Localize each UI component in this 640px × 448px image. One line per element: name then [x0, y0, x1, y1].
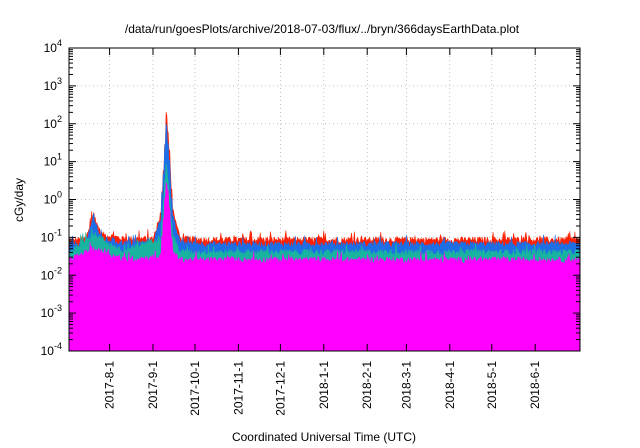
y-axis-label: cGy/day — [12, 178, 26, 222]
y-tick-label: 103 — [44, 76, 62, 93]
x-tick-label: 2017-12-1 — [273, 361, 287, 416]
x-tick-label: 2018-4-1 — [443, 361, 457, 409]
x-tick-label: 2018-6-1 — [528, 361, 542, 409]
y-tick-label: 101 — [44, 152, 62, 169]
x-tick-label: 2018-1-1 — [317, 361, 331, 409]
y-tick-label: 104 — [44, 38, 62, 55]
y-tick-label: 10-2 — [41, 265, 62, 282]
x-tick-label: 2018-3-1 — [399, 361, 413, 409]
x-tick-label: 2017-10-1 — [188, 361, 202, 416]
chart-title: /data/run/goesPlots/archive/2018-07-03/f… — [125, 22, 520, 36]
series-area-4 — [68, 182, 581, 352]
x-tick-label: 2017-8-1 — [103, 361, 117, 409]
axes: 10-4 10-3 10-2 10-1 100 101 102 103 104 2017-8-1 2… — [41, 38, 580, 416]
series-layer — [68, 112, 581, 352]
x-tick-label: 2018-2-1 — [360, 361, 374, 409]
y-tick-label: 10-3 — [41, 303, 62, 320]
x-tick-label: 2017-9-1 — [146, 361, 160, 409]
x-tick-label: 2017-11-1 — [231, 361, 245, 415]
y-tick-label: 100 — [44, 190, 62, 207]
y-tick-label: 10-1 — [41, 227, 62, 244]
x-tick-label: 2018-5-1 — [485, 361, 499, 409]
dropout-spikes — [82, 290, 572, 351]
y-tick-label: 102 — [44, 114, 62, 131]
x-axis-label: Coordinated Universal Time (UTC) — [232, 430, 416, 444]
y-tick-label: 10-4 — [41, 341, 62, 358]
